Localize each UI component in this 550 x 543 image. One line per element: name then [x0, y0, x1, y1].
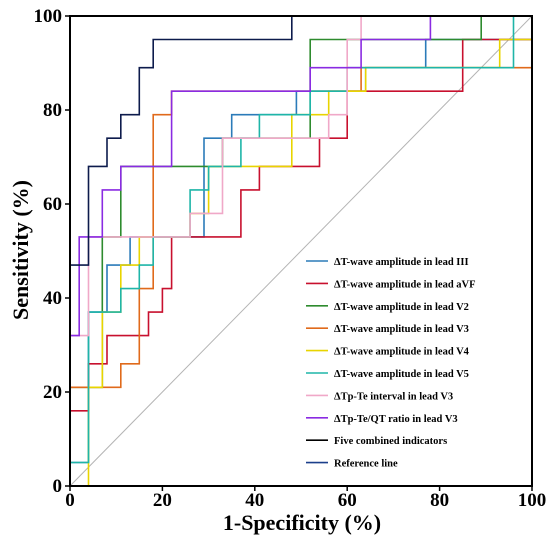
legend-label-2: ΔT-wave amplitude in lead V2: [334, 302, 469, 313]
ticks-layer: 0 20 40 60 80 100 0 20 40 60 80 100: [34, 6, 547, 511]
y-tick-label: 60: [43, 194, 62, 215]
x-axis-title: 1-Specificity (%): [223, 510, 381, 535]
y-tick-label: 0: [53, 476, 63, 497]
series-line-7: [69, 15, 532, 486]
legend-label-4: ΔT-wave amplitude in lead V4: [334, 347, 470, 358]
x-tick-label: 60: [338, 490, 357, 511]
legend-label-8: Five combined indicators: [334, 436, 447, 447]
y-tick-label: 80: [43, 100, 62, 121]
legend-label-6: ΔTp-Te interval in lead V3: [334, 391, 453, 402]
x-tick-label: 40: [245, 490, 264, 511]
legend-label-1: ΔT-wave amplitude in lead aVF: [334, 279, 476, 290]
plot-frame: [69, 15, 533, 487]
x-tick-label: 80: [430, 490, 449, 511]
legend-label-0: ΔT-wave amplitude in lead III: [334, 257, 469, 268]
y-tick-label: 40: [43, 288, 62, 309]
y-tick-label: 20: [43, 382, 62, 403]
series-line-6: [69, 15, 532, 486]
series-line-3: [69, 16, 533, 486]
y-tick-label: 100: [34, 6, 63, 27]
x-tick-label: 20: [153, 490, 172, 511]
series-line-8: [69, 15, 532, 486]
series-line-9: [69, 15, 533, 487]
legend-label-3: ΔT-wave amplitude in lead V3: [334, 324, 469, 335]
series-layer: [69, 15, 533, 487]
x-tick-label: 100: [518, 490, 547, 511]
legend-label-7: ΔTp-Te/QT ratio in lead V3: [334, 414, 458, 425]
y-axis-title: Sensitivity (%): [8, 180, 33, 320]
legend-label-5: ΔT-wave amplitude in lead V5: [334, 369, 469, 380]
legend-label-9: Reference line: [334, 459, 398, 470]
legend: ΔT-wave amplitude in lead III ΔT-wave amp…: [306, 257, 476, 470]
x-tick-label: 0: [65, 490, 75, 511]
